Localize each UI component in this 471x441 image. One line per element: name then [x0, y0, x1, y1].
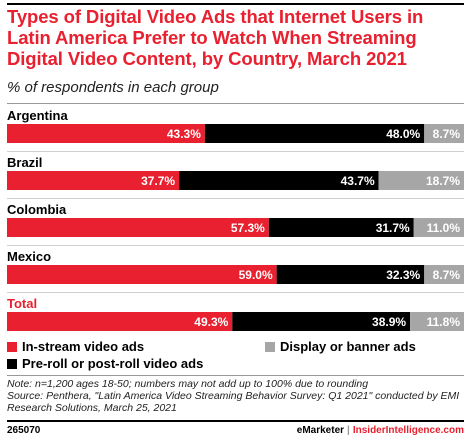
bar-value-brazil-pre-roll-or-post-roll-video-ads: 43.7%	[341, 174, 375, 188]
footnote-rule	[7, 375, 464, 376]
stacked-bar-chart: Argentina 43.3% 48.0% 8.7% Brazil 37.7% 43.7% 1…	[7, 108, 464, 331]
bar-colombia-in-stream-video-ads	[7, 218, 269, 237]
bottom-rule	[7, 420, 464, 422]
category-label-argentina: Argentina	[7, 108, 68, 123]
bar-value-brazil-display-or-banner-ads: 18.7%	[426, 174, 460, 188]
footnote-source: Source: Penthera, "Latin America Video S…	[7, 390, 460, 414]
bar-brazil-in-stream-video-ads	[7, 171, 180, 190]
bar-value-colombia-pre-roll-or-post-roll-video-ads: 31.7%	[376, 221, 410, 235]
bar-mexico-display-or-banner-ads	[424, 265, 464, 284]
footnote-note: Note: n=1,200 ages 18-50; numbers may no…	[7, 378, 369, 390]
chart-id: 265070	[7, 425, 41, 436]
bar-colombia-display-or-banner-ads	[413, 218, 464, 237]
bar-value-total-pre-roll-or-post-roll-video-ads: 38.9%	[372, 315, 406, 329]
legend-label-instream: In-stream video ads	[22, 339, 145, 354]
bar-value-brazil-in-stream-video-ads: 37.7%	[141, 174, 175, 188]
brand-insider-intelligence: InsiderIntelligence.com	[352, 425, 464, 436]
bar-value-total-display-or-banner-ads: 11.8%	[427, 315, 461, 329]
bar-brazil-pre-roll-or-post-roll-video-ads	[179, 171, 379, 190]
category-label-brazil: Brazil	[7, 155, 42, 170]
bar-value-colombia-display-or-banner-ads: 11.0%	[427, 221, 461, 235]
bar-value-mexico-display-or-banner-ads: 8.7%	[433, 268, 461, 282]
brand-emarketer: eMarketer	[296, 425, 345, 436]
category-label-mexico: Mexico	[7, 249, 51, 264]
bar-argentina-display-or-banner-ads	[424, 124, 464, 143]
bar-total-pre-roll-or-post-roll-video-ads	[232, 312, 411, 331]
bar-mexico-pre-roll-or-post-roll-video-ads	[276, 265, 425, 284]
bar-mexico-in-stream-video-ads	[7, 265, 277, 284]
legend-label-preroll: Pre-roll or post-roll video ads	[22, 356, 204, 371]
bar-total-in-stream-video-ads	[7, 312, 233, 331]
top-rule	[7, 3, 464, 5]
bar-total-display-or-banner-ads	[410, 312, 464, 331]
legend-swatch-preroll	[7, 359, 17, 369]
chart-subtitle: % of respondents in each group	[7, 79, 219, 96]
bar-brazil-display-or-banner-ads	[378, 171, 464, 190]
brand-credit: eMarketer | InsiderIntelligence.com	[297, 425, 464, 436]
legend-swatch-instream	[7, 342, 17, 352]
footnote: Note: n=1,200 ages 18-50; numbers may no…	[7, 378, 467, 414]
subtitle-rule	[7, 103, 464, 104]
category-label-total: Total	[7, 296, 37, 311]
bar-value-colombia-in-stream-video-ads: 57.3%	[231, 221, 265, 235]
bar-value-argentina-pre-roll-or-post-roll-video-ads: 48.0%	[386, 127, 420, 141]
bar-value-argentina-display-or-banner-ads: 8.7%	[433, 127, 461, 141]
bar-colombia-pre-roll-or-post-roll-video-ads	[268, 218, 414, 237]
bar-argentina-pre-roll-or-post-roll-video-ads	[204, 124, 425, 143]
bar-value-mexico-in-stream-video-ads: 59.0%	[239, 268, 273, 282]
legend-label-display: Display or banner ads	[280, 339, 416, 354]
bar-value-argentina-in-stream-video-ads: 43.3%	[167, 127, 201, 141]
chart-title: Types of Digital Video Ads that Internet…	[7, 6, 424, 69]
bar-value-mexico-pre-roll-or-post-roll-video-ads: 32.3%	[386, 268, 420, 282]
category-label-colombia: Colombia	[7, 202, 67, 217]
bar-argentina-in-stream-video-ads	[7, 124, 205, 143]
bar-value-total-in-stream-video-ads: 49.3%	[194, 315, 228, 329]
legend-swatch-display	[265, 342, 275, 352]
brand-separator: |	[347, 425, 350, 436]
